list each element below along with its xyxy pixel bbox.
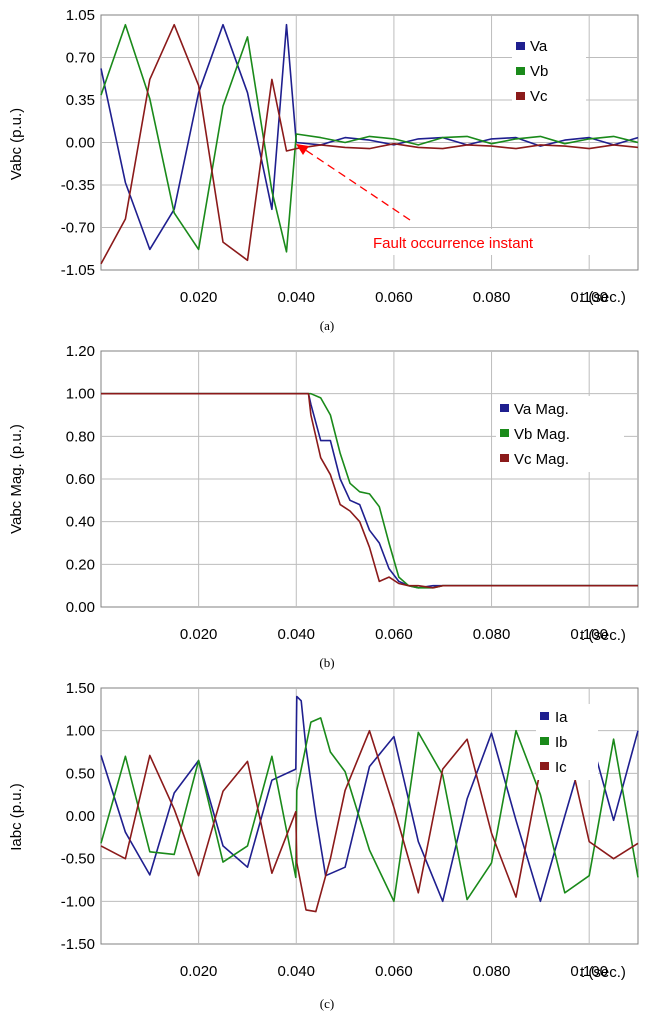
- panel-caption: (a): [320, 318, 334, 333]
- series-line-vc: [100, 23, 639, 265]
- legend-label-va: Va: [530, 38, 548, 55]
- x-tick-label: 0.060: [375, 963, 413, 980]
- legend-swatch-vb-mag: [500, 429, 509, 437]
- y-tick-label: 0.00: [66, 135, 95, 152]
- panel-b: 1.201.000.800.600.400.200.00 0.020 0.040 0…: [8, 343, 639, 670]
- y-tick-label: 0.40: [66, 514, 95, 531]
- annotation-text: Fault occurrence instant: [373, 235, 534, 252]
- x-tick-label: 0.020: [180, 289, 218, 306]
- y-tick-label: 0.60: [66, 471, 95, 488]
- legend-label-ic: Ic: [555, 759, 567, 776]
- legend-swatch-ic: [540, 762, 549, 770]
- y-axis-label: Vabc (p.u.): [8, 108, 25, 180]
- y-tick-label: 0.00: [66, 599, 95, 616]
- y-tick-label: 1.00: [66, 386, 95, 403]
- y-tick-label: -0.50: [61, 851, 95, 868]
- legend-label-va-mag: Va Mag.: [514, 401, 569, 418]
- x-tick-label: 0.060: [375, 626, 413, 643]
- y-tick-label: 0.20: [66, 556, 95, 573]
- x-tick-labels: 0.020 0.040 0.060 0.080 0.100: [180, 626, 608, 643]
- series-line-vb: [100, 23, 639, 253]
- x-tick-label: 0.080: [473, 963, 511, 980]
- series-line-ib: [100, 717, 639, 903]
- x-tick-label: 0.020: [180, 963, 218, 980]
- y-tick-label: -0.35: [61, 177, 95, 194]
- y-tick-labels: 1.50 1.00 0.50 0.00 -0.50 -1.00 -1.50: [61, 680, 95, 953]
- legend-swatch-vc-mag: [500, 454, 509, 462]
- legend-label-ib: Ib: [555, 734, 568, 751]
- x-axis-label: t (sec.): [580, 289, 626, 306]
- annotation-box: [367, 229, 600, 255]
- annotation-arrowhead: [296, 144, 309, 155]
- y-tick-label: 0.35: [66, 92, 95, 109]
- traces: [100, 695, 639, 913]
- x-tick-label: 0.020: [180, 626, 218, 643]
- legend: Va Vb Vc: [512, 34, 586, 110]
- series-line-vc-mag: [101, 392, 638, 589]
- series-line-vb-mag: [101, 392, 638, 589]
- y-tick-label: -1.05: [61, 262, 95, 279]
- legend-box: [496, 396, 624, 472]
- y-tick-label: 1.00: [66, 723, 95, 740]
- y-tick-label: 0.50: [66, 765, 95, 782]
- x-tick-label: 0.100: [570, 963, 608, 980]
- legend-label-ia: Ia: [555, 709, 568, 726]
- y-tick-labels: 1.20 1.00 0.80 0.60 0.40 0.20 0.00: [66, 343, 95, 616]
- x-axis-label: t (sec.): [580, 627, 626, 644]
- traces: [100, 23, 639, 265]
- legend-label-vb: Vb: [530, 63, 548, 80]
- y-axis-label: Vabc Mag. (p.u.): [8, 424, 25, 534]
- legend-swatch-vb: [516, 67, 525, 75]
- y-tick-label: 0.80: [66, 428, 95, 445]
- x-tick-label: 0.040: [277, 963, 315, 980]
- legend: Va Mag. Vb Mag. Vc Mag.: [496, 396, 624, 472]
- x-tick-label: 0.080: [473, 289, 511, 306]
- legend-label-vc-mag: Vc Mag.: [514, 451, 569, 468]
- legend-swatch-ia: [540, 712, 549, 720]
- annotation-arrow-line: [303, 148, 411, 221]
- legend-swatch-vc: [516, 92, 525, 100]
- legend-label-vb-mag: Vb Mag.: [514, 426, 570, 443]
- panel-caption: (c): [320, 996, 334, 1011]
- x-axis-label: t (sec.): [580, 964, 626, 981]
- y-axis-label: Iabc (p.u.): [8, 783, 25, 851]
- y-tick-label: -1.00: [61, 893, 95, 910]
- fault-annotation: Fault occurrence instant: [296, 144, 600, 255]
- y-tick-label: -0.70: [61, 220, 95, 237]
- legend-label-vc: Vc: [530, 88, 548, 105]
- panel-c: 1.501.000.500.00-0.50-1.00-1.50 0.020 0.0…: [8, 680, 639, 1011]
- legend: Ia Ib Ic: [536, 704, 598, 780]
- x-tick-label: 0.080: [473, 626, 511, 643]
- x-tick-labels: 0.020 0.040 0.060 0.080 0.100: [180, 963, 608, 980]
- traces: [101, 392, 638, 589]
- legend-swatch-va: [516, 42, 525, 50]
- y-tick-label: 0.00: [66, 808, 95, 825]
- x-tick-label: 0.100: [570, 626, 608, 643]
- legend-swatch-va-mag: [500, 404, 509, 412]
- panel-caption: (b): [319, 655, 334, 670]
- x-tick-label: 0.040: [277, 626, 315, 643]
- y-tick-label: 0.70: [66, 50, 95, 67]
- x-tick-label: 0.060: [375, 289, 413, 306]
- x-tick-label: 0.040: [277, 289, 315, 306]
- y-tick-labels: 1.05 0.70 0.35 0.00 -0.35 -0.70 -1.05: [61, 7, 95, 279]
- y-tick-label: 1.20: [66, 343, 95, 360]
- legend-swatch-ib: [540, 737, 549, 745]
- y-tick-label: 1.05: [66, 7, 95, 24]
- x-tick-labels: 0.020 0.040 0.060 0.080 0.100: [180, 289, 608, 306]
- y-tick-label: 1.50: [66, 680, 95, 697]
- series-line-ic: [100, 729, 639, 913]
- x-tick-label: 0.100: [570, 289, 608, 306]
- panel-a: 1.050.700.350.00-0.35-0.70-1.05 0.020 0.0…: [8, 7, 639, 333]
- y-tick-label: -1.50: [61, 936, 95, 953]
